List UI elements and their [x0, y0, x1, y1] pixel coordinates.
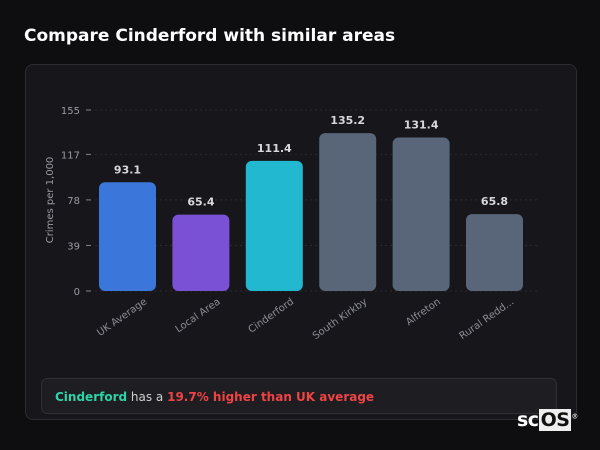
logo-sc: sc: [517, 409, 539, 431]
x-tick-label: South Kirkby: [311, 296, 370, 342]
bar: [245, 160, 303, 291]
y-axis-label: Crimes per 1,000: [45, 157, 56, 244]
bar-value-label: 65.8: [481, 195, 508, 208]
x-tick-label: UK Average: [95, 296, 149, 338]
y-tick-label: 78: [67, 196, 80, 207]
bar-value-label: 131.4: [404, 119, 439, 132]
y-tick-label: 155: [61, 106, 80, 117]
bar: [319, 133, 377, 291]
bar: [392, 137, 450, 291]
bar-value-label: 93.1: [114, 163, 141, 176]
bar-value-label: 65.4: [187, 196, 214, 209]
scos-logo: sc OS ®: [517, 409, 578, 431]
y-tick-label: 117: [61, 150, 80, 161]
logo-os: OS: [538, 409, 572, 431]
area-name: Cinderford: [55, 390, 128, 404]
bar: [99, 182, 156, 291]
bar: [172, 214, 230, 291]
logo-mark: ®: [571, 412, 578, 421]
x-tick-label: Rural Redd...: [458, 296, 517, 342]
x-tick-label: Cinderford: [247, 296, 296, 335]
y-tick-label: 39: [67, 241, 80, 252]
y-tick-label: 0: [74, 287, 80, 298]
comparison-summary: Cinderford has a 19.7% higher than UK av…: [41, 378, 557, 414]
x-tick-label: Local Area: [174, 296, 223, 335]
bar-value-label: 135.2: [330, 114, 365, 127]
bar: [466, 214, 523, 291]
bar-value-label: 111.4: [257, 142, 292, 155]
summary-text: has a: [127, 390, 168, 404]
difference-text: 19.7% higher than UK average: [167, 390, 375, 404]
x-tick-label: Alfreton: [404, 296, 443, 328]
page-title: Compare Cinderford with similar areas: [24, 26, 396, 46]
